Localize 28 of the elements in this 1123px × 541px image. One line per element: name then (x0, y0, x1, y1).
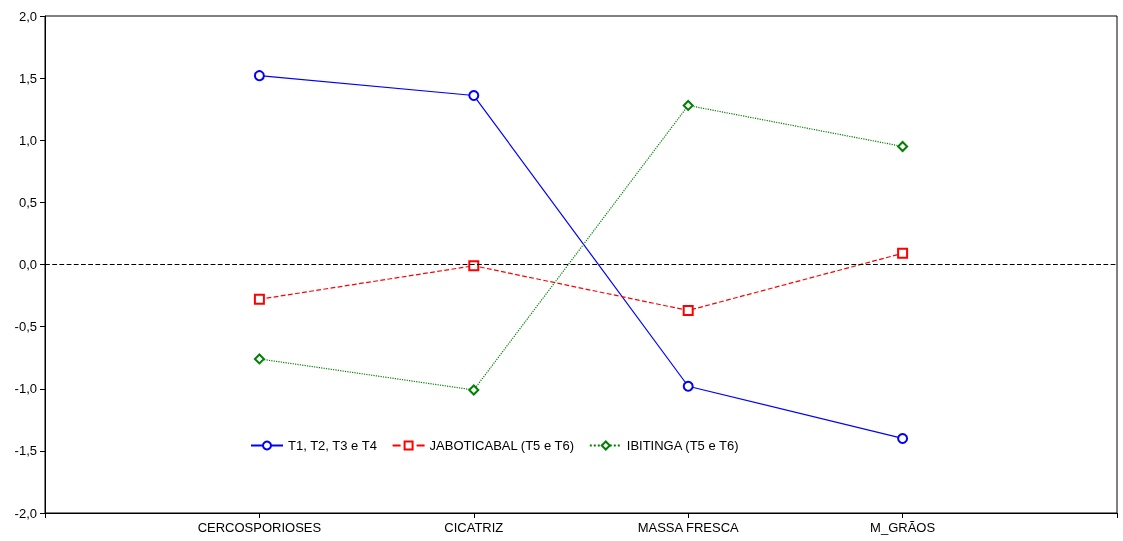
point (253, 293, 265, 305)
x-tick-label: M_GRÃOS (870, 520, 936, 535)
point (468, 384, 480, 396)
point (253, 353, 265, 365)
point (253, 70, 265, 82)
legend-label: JABOTICABAL (T5 e T6) (429, 438, 575, 453)
point (468, 260, 480, 272)
legend-label: T1, T2, T3 e T4 (288, 438, 377, 453)
y-tick-label: 1,5 (18, 70, 37, 86)
y-tick-label: -1,0 (14, 381, 37, 397)
point (468, 90, 480, 102)
y-tick-label: 0,0 (18, 257, 37, 272)
y-tick-label: 2,0 (18, 8, 37, 24)
point (897, 140, 909, 152)
x-tick-label: MASSA FRESCA (637, 520, 740, 535)
y-tick-label: 1,0 (18, 132, 37, 148)
point (897, 247, 909, 259)
x-tick-label: CERCOSPORIOSES (197, 520, 322, 535)
x-tick-label: CICATRIZ (444, 520, 504, 535)
y-tick-label: -0,5 (14, 319, 37, 335)
y-tick-label: -1,5 (14, 443, 37, 459)
y-tick-label: -2,0 (14, 505, 37, 521)
legend-label: IBITINGA (T5 e T6) (626, 438, 739, 453)
point (897, 432, 909, 444)
point (682, 99, 694, 111)
y-tick-label: 0,5 (18, 194, 37, 210)
point (682, 380, 694, 392)
point (682, 304, 694, 316)
